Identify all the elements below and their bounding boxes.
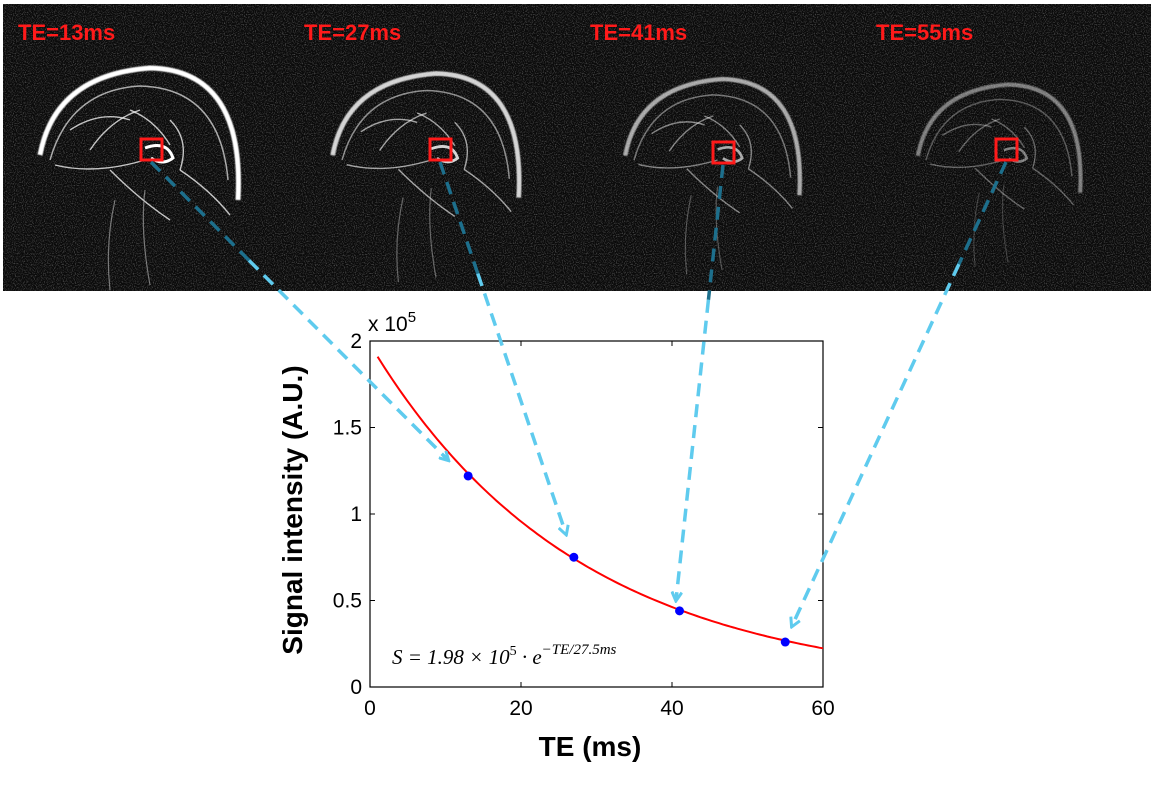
mri-panel: TE=41ms	[590, 20, 803, 275]
vessel	[958, 118, 1001, 153]
y-tick-label: 2	[350, 330, 362, 353]
roi-to-point-arrows	[149, 160, 1008, 626]
vessel	[651, 121, 705, 135]
y-tick-label: 0	[350, 676, 362, 699]
fit-formula: S = 1.98 × 105 · e−TE/27.5ms	[392, 642, 617, 669]
x-tick-label: 60	[811, 697, 834, 720]
vessel	[109, 169, 171, 221]
data-point	[569, 552, 579, 562]
vessel	[169, 119, 184, 171]
x-axis-title: TE (ms)	[539, 731, 642, 762]
vessel	[463, 168, 512, 213]
mri-panel: TE=27ms	[304, 20, 522, 283]
arrow-dark-segment	[706, 164, 725, 301]
vessel	[129, 109, 171, 146]
y-axis-title: Signal intensity (A.U.)	[277, 365, 308, 654]
brainstem	[396, 188, 437, 283]
vessel	[668, 115, 714, 152]
data-point	[675, 606, 685, 616]
brain-contour	[925, 98, 1073, 177]
brainstem	[684, 186, 723, 275]
brainstem	[107, 189, 151, 291]
te-label: TE=41ms	[590, 20, 687, 45]
roi-box	[711, 140, 736, 165]
y-tick-label: 1.5	[333, 417, 362, 440]
arrow-light-segment	[476, 273, 566, 534]
skull-outline	[330, 71, 522, 198]
te-label: TE=13ms	[18, 20, 115, 45]
vessel	[929, 159, 1005, 169]
skull-outline	[623, 76, 803, 196]
vessel	[54, 159, 146, 170]
sinus	[717, 146, 744, 164]
skull-outline	[915, 82, 1083, 193]
vessel	[454, 121, 468, 170]
vessel	[974, 167, 1025, 210]
te-label: TE=27ms	[304, 20, 401, 45]
vessel	[748, 168, 793, 209]
vessel	[1023, 126, 1036, 169]
brain-contour	[49, 85, 229, 181]
roi-box	[139, 137, 164, 162]
x-tick-label: 20	[509, 697, 532, 720]
arrow-dark-segment	[957, 161, 1008, 265]
vessel	[346, 159, 432, 170]
vessel	[991, 118, 1026, 149]
x-tick-label: 40	[660, 697, 683, 720]
plot-area	[369, 340, 824, 688]
vessel	[179, 169, 231, 216]
brain-contour	[633, 94, 792, 178]
arrow-dark-segment	[149, 160, 251, 262]
vessel	[397, 168, 456, 217]
skull-outline	[37, 65, 241, 201]
arrow-light-segment	[247, 259, 448, 460]
brain-contour	[341, 89, 511, 179]
vessel	[704, 115, 741, 148]
mri-panel: TE=55ms	[876, 20, 1083, 267]
arrow-light-segment	[792, 263, 961, 626]
data-point	[463, 471, 473, 481]
vessel	[360, 118, 418, 133]
roi-box	[994, 137, 1019, 162]
mri-strip: TE=13ms TE=27ms TE=41ms TE=55ms	[3, 4, 1151, 291]
mri-noise	[3, 4, 1151, 291]
decay-chart: 0 20 40 60 0 0.5 1 1.5 2 x 105 TE (ms) Signal i…	[277, 309, 835, 762]
y-exponent-label: x 105	[368, 309, 416, 336]
vessel	[1032, 167, 1075, 206]
vessel	[739, 124, 752, 170]
vessel	[686, 168, 740, 214]
roi-box	[428, 137, 453, 162]
te-label: TE=55ms	[876, 20, 973, 45]
fit-curve	[376, 356, 824, 650]
x-tick-label: 0	[364, 697, 376, 720]
vessel	[638, 159, 718, 169]
vessel	[69, 115, 131, 131]
mri-panel: TE=13ms	[18, 20, 241, 291]
data-point	[780, 637, 790, 647]
y-tick-label: 0.5	[333, 590, 362, 613]
vessel	[942, 123, 992, 136]
arrow-light-segment	[676, 299, 711, 600]
y-tick-label: 1	[350, 503, 362, 526]
